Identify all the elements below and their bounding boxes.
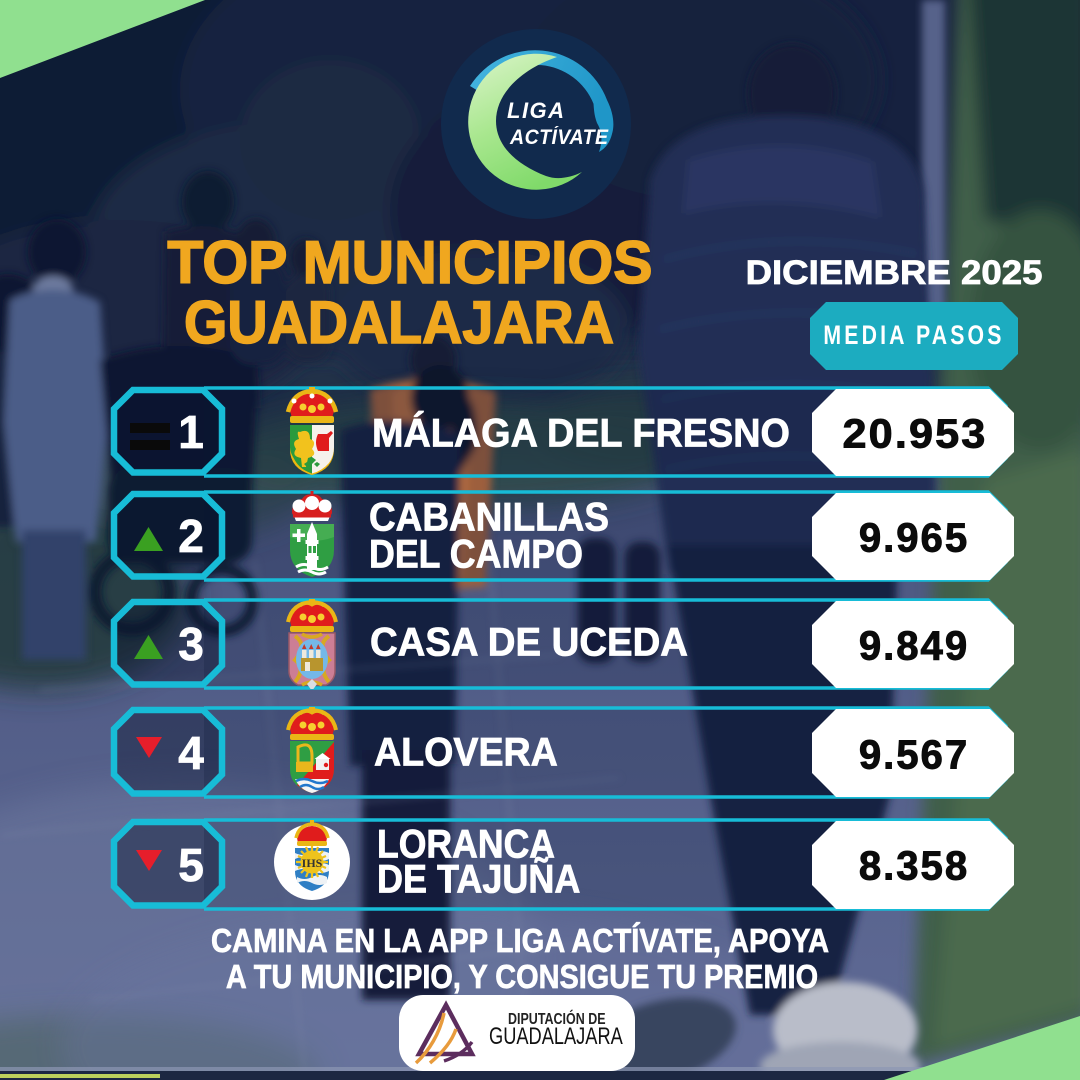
svg-text:IHS: IHS	[302, 856, 323, 870]
